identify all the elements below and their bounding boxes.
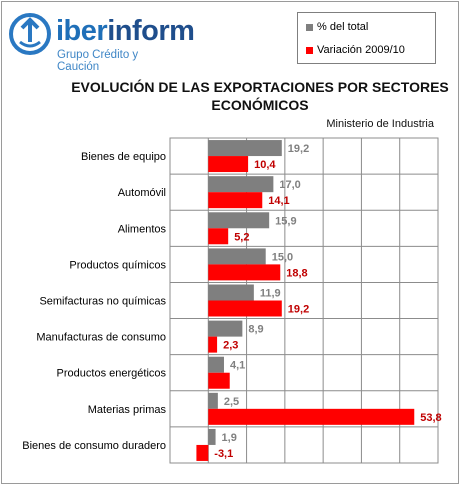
legend-item-variation: Variación 2009/10 [306, 43, 405, 57]
category-label: Bienes de equipo [81, 151, 166, 163]
logo-wordmark: iberinform [56, 14, 195, 48]
category-label: Bienes de consumo duradero [22, 440, 166, 452]
category-label: Productos energéticos [57, 368, 167, 380]
category-label: Semifacturas no químicas [39, 296, 166, 308]
bar-variation [196, 444, 209, 461]
chart-legend: % del total Variación 2009/10 [297, 12, 436, 64]
bar-total [208, 140, 282, 157]
data-label-variation: 14,1 [268, 195, 289, 207]
legend-label-variation: Variación 2009/10 [317, 44, 405, 56]
category-label: Alimentos [118, 223, 167, 235]
category-label: Manufacturas de consumo [36, 332, 166, 344]
category-label: Materias primas [88, 404, 167, 416]
data-label-total: 15,0 [272, 251, 293, 263]
data-label-total: 8,9 [248, 324, 263, 336]
legend-label-total: % del total [317, 21, 369, 33]
data-label-total: 4,1 [230, 360, 245, 372]
data-label-variation: 18,8 [286, 267, 307, 279]
legend-swatch-variation [306, 46, 313, 54]
bar-total [208, 284, 254, 301]
data-label-total: 19,2 [288, 143, 309, 155]
category-label: Automóvil [118, 187, 166, 199]
data-label-variation: 5,2 [234, 231, 249, 243]
bar-total [208, 212, 270, 229]
logo-word-part2: inform [107, 15, 195, 47]
data-label-variation: 10,4 [254, 159, 276, 171]
bar-variation [208, 228, 229, 245]
bar-total [208, 428, 216, 445]
logo-mark-icon [9, 13, 51, 55]
chart-title-line2: ECONÓMICOS [211, 97, 309, 113]
bar-total [208, 176, 274, 193]
data-label-variation: -3,1 [214, 448, 233, 460]
bar-total [208, 248, 266, 265]
bar-variation [208, 336, 218, 353]
data-label-total: 15,9 [275, 215, 296, 227]
data-label-total: 1,9 [222, 432, 237, 444]
iberinform-logo: iberinform Grupo Crédito y Caución [8, 12, 195, 73]
data-label-total: 11,9 [260, 288, 281, 300]
legend-swatch-total [306, 23, 313, 31]
legend-item-total: % del total [306, 20, 368, 34]
logo-word-part1: iber [56, 15, 108, 47]
bar-total [208, 392, 218, 409]
bar-total [208, 356, 224, 373]
bar-total [208, 320, 243, 337]
bar-variation [208, 192, 263, 209]
bar-variation [208, 264, 281, 281]
bar-variation [208, 372, 230, 389]
bar-variation [208, 300, 282, 317]
data-label-variation: 53,8 [420, 412, 441, 424]
bar-variation [208, 156, 249, 173]
data-label-total: 17,0 [279, 179, 300, 191]
data-label-variation: 19,2 [288, 304, 309, 316]
bar-variation [208, 408, 415, 425]
category-label: Productos químicos [69, 259, 166, 271]
data-label-total: 2,5 [224, 396, 239, 408]
data-label-variation: 2,3 [223, 340, 238, 352]
chart-title-line1: EVOLUCIÓN DE LAS EXPORTACIONES POR SECTO… [71, 79, 449, 95]
chart-subtitle: Ministerio de Industria [326, 118, 434, 130]
logo-subtitle: Grupo Crédito y Caución [57, 49, 139, 73]
